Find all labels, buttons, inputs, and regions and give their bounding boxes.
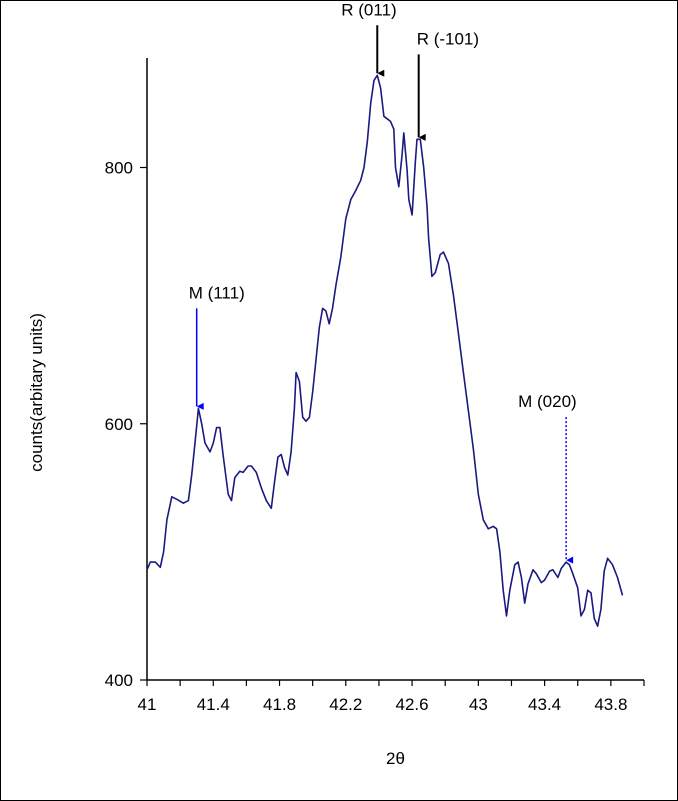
y-tick-label: 400 [105,671,133,690]
x-ticks: 41 41.4 41.8 42.2 42.6 43 43.4 43.8 [138,680,645,714]
x-tick-label: 41.8 [263,695,296,714]
x-tick-label: 41 [138,695,157,714]
x-tick-label: 41.4 [197,695,230,714]
x-tick-label: 42.2 [329,695,362,714]
y-tick-label: 600 [105,415,133,434]
annotation-label: M (020) [518,392,577,411]
annotation-label: R (-101) [417,29,479,48]
axes [146,58,644,681]
y-ticks: 400 600 800 [105,159,147,690]
annotation-label: R (011) [341,0,396,19]
x-tick-label: 43.8 [594,695,627,714]
x-tick-label: 42.6 [396,695,429,714]
y-tick-label: 800 [105,159,133,178]
x-axis-title: 2θ [386,749,405,768]
series-line [146,74,624,627]
annotation-label: M (111) [189,283,245,302]
x-tick-label: 43.4 [528,695,561,714]
x-tick-label: 43 [469,695,488,714]
y-axis-title: counts(arbitary units) [27,313,46,472]
peak-annotations: R (011) R (-101) M (111) M (020) [189,0,577,564]
